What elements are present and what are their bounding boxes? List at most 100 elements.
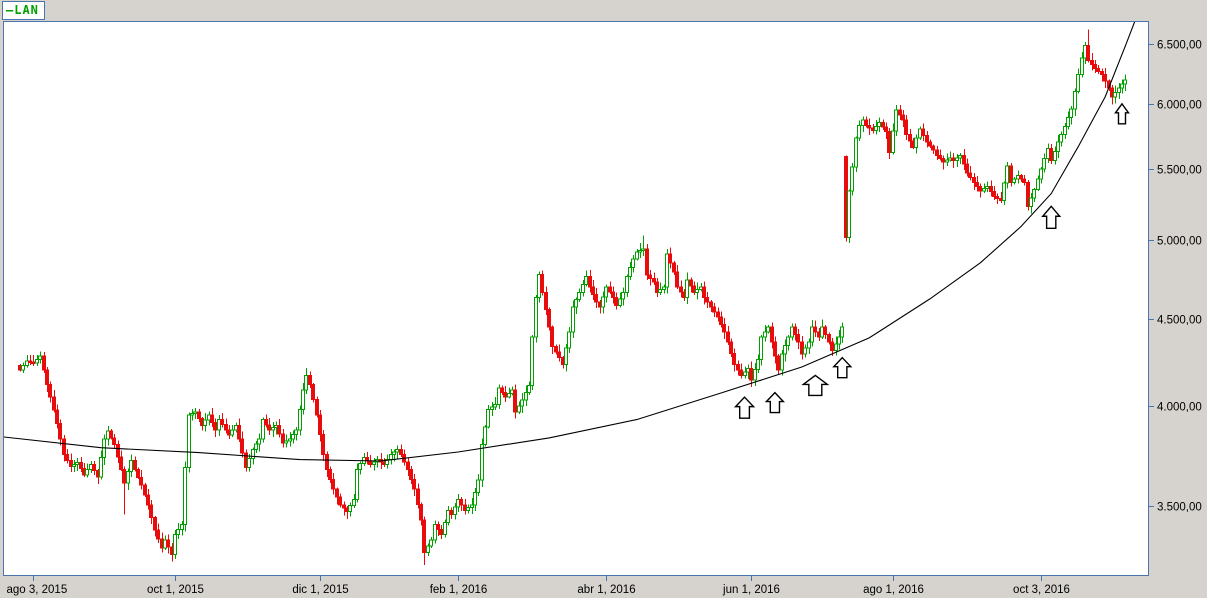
candle-body (190, 412, 194, 416)
candle-body (530, 336, 534, 386)
candle-body (834, 343, 838, 352)
candle-body (197, 411, 201, 420)
candle-body (958, 154, 962, 159)
candle-body (652, 278, 656, 283)
candle-body (1005, 165, 1009, 184)
candle-body (325, 454, 329, 471)
candle-body (540, 273, 544, 293)
candle-body (827, 333, 831, 343)
candle-body (247, 458, 251, 469)
candle-body (294, 429, 298, 435)
y-tick-label: 3.500,00 (1157, 502, 1202, 514)
candle-body (92, 464, 96, 472)
candle-body (48, 383, 52, 398)
candle-body (1076, 74, 1080, 93)
candle-body (743, 371, 747, 376)
candle-body (1096, 68, 1100, 73)
candle-body (85, 469, 89, 476)
candle-body (1036, 178, 1040, 190)
buy-arrows (733, 102, 1130, 419)
candle-body (655, 281, 659, 293)
candle-body (301, 389, 305, 411)
candle-body (281, 433, 285, 444)
series-legend[interactable]: —LAN (2, 1, 45, 20)
candle-body (729, 341, 733, 354)
candle-body (1022, 178, 1026, 183)
candle-body (210, 414, 214, 423)
candle-body (291, 433, 295, 440)
candle-body (267, 424, 271, 431)
candle-body (338, 496, 342, 506)
candle-body (914, 137, 918, 148)
candle-body (955, 157, 959, 162)
candle-body (1053, 150, 1057, 162)
candle-body (1009, 165, 1013, 183)
candle-body (931, 145, 935, 151)
candle-body (544, 291, 548, 310)
candle-body (894, 109, 898, 132)
candle-body (588, 276, 592, 288)
candle-body (753, 369, 757, 381)
candle-body (547, 308, 551, 328)
candle-body (574, 299, 578, 308)
candle-body (783, 345, 787, 355)
candle-body (1002, 182, 1006, 202)
candle-body (1029, 197, 1033, 207)
candle-body (557, 351, 561, 359)
candle-body (129, 460, 133, 473)
candle-body (618, 298, 622, 306)
candle-body (443, 521, 447, 535)
candle-body (318, 414, 322, 435)
candle-body (385, 459, 389, 466)
candle-body (419, 504, 423, 521)
candle-body (908, 133, 912, 142)
candle-body (992, 191, 996, 197)
candle-body (1059, 133, 1063, 143)
candle-body (25, 360, 29, 367)
candle-body (490, 406, 494, 410)
candle-body (978, 186, 982, 192)
candle-body (149, 504, 153, 518)
candle-body (153, 516, 157, 531)
candle-body (136, 469, 140, 478)
candle-body (453, 506, 457, 516)
candle-body (695, 289, 699, 293)
candle-body (867, 124, 871, 129)
candle-body (348, 505, 352, 512)
candle-body (837, 336, 841, 345)
candle-body (928, 141, 932, 147)
candle-body (483, 426, 487, 446)
candle-body (901, 114, 905, 121)
candle-body (732, 352, 736, 366)
candle-body (1073, 91, 1077, 110)
candle-body (237, 424, 241, 440)
candle-body (739, 369, 743, 376)
candle-body (284, 440, 288, 444)
candle-body (635, 251, 639, 260)
candle-body (65, 454, 69, 462)
candle-body (823, 326, 827, 335)
buy-arrow-icon (801, 374, 830, 397)
candle-body (803, 347, 807, 355)
candle-body (625, 276, 629, 293)
candle-body (69, 460, 73, 468)
candle-body (52, 396, 56, 411)
candle-body (72, 464, 76, 468)
candle-body (763, 331, 767, 338)
candle-body (38, 355, 42, 360)
candle-body (675, 271, 679, 288)
candle-body (254, 443, 258, 451)
candle-body (898, 109, 902, 116)
candle-body (854, 137, 858, 168)
candle-body (180, 523, 184, 530)
candle-body (470, 504, 474, 509)
candle-body (459, 499, 463, 506)
candle-body (759, 336, 763, 360)
candle-body (604, 286, 608, 298)
y-tick-label: 6.500,00 (1157, 40, 1202, 52)
candle-body (968, 172, 972, 179)
candle-body (507, 393, 511, 398)
candle-body (271, 427, 275, 431)
